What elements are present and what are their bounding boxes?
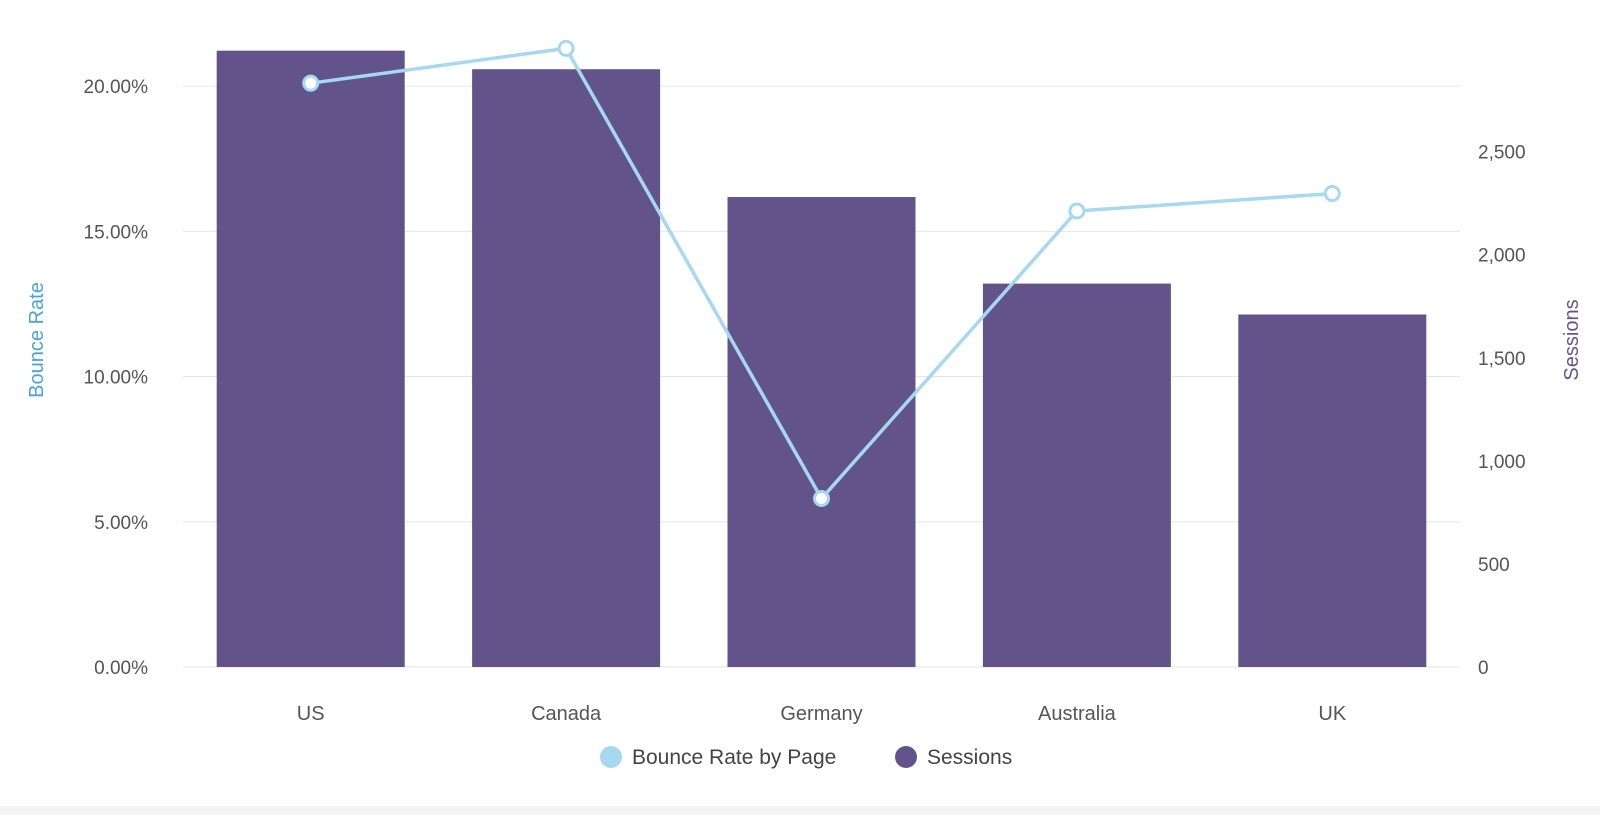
legend-swatch-sessions[interactable]	[895, 746, 917, 768]
category-label-us: US	[297, 703, 325, 725]
bar-australia[interactable]	[982, 283, 1171, 667]
bounce-rate-line	[302, 39, 1341, 508]
bounce-rate-point-uk[interactable]	[1323, 185, 1341, 203]
bar-us[interactable]	[216, 50, 405, 667]
left-tick-label: 20.00%	[84, 77, 149, 98]
left-axis-ticks: 0.00% 5.00% 10.00% 15.00% 20.00%	[84, 77, 149, 679]
left-tick-label: 15.00%	[84, 222, 149, 243]
left-tick-label: 0.00%	[94, 658, 148, 679]
bounce-rate-point-australia[interactable]	[1068, 202, 1086, 220]
legend: Bounce Rate by Page Sessions	[600, 746, 1012, 769]
legend-label-bounce-rate[interactable]: Bounce Rate by Page	[632, 746, 836, 769]
left-axis-title: Bounce Rate	[26, 282, 48, 398]
right-axis-ticks: 0 500 1,000 1,500 2,000 2,500	[1478, 143, 1526, 679]
bar-uk[interactable]	[1238, 314, 1427, 667]
bottom-divider	[0, 806, 1600, 815]
bounce-rate-point-us[interactable]	[302, 74, 320, 92]
right-tick-label: 2,000	[1478, 246, 1526, 267]
category-label-germany: Germany	[780, 703, 862, 725]
right-tick-label: 1,500	[1478, 349, 1526, 370]
legend-swatch-bounce-rate[interactable]	[600, 746, 622, 768]
bar-germany[interactable]	[727, 197, 916, 667]
category-label-australia: Australia	[1038, 703, 1117, 725]
bounce-rate-point-germany[interactable]	[813, 490, 830, 508]
left-tick-label: 5.00%	[94, 513, 148, 534]
right-tick-label: 2,500	[1478, 143, 1526, 164]
category-label-canada: Canada	[531, 703, 602, 725]
category-label-uk: UK	[1318, 703, 1346, 725]
right-tick-label: 500	[1478, 555, 1510, 576]
right-tick-label: 0	[1478, 658, 1489, 679]
bounce-rate-point-canada[interactable]	[557, 39, 575, 57]
x-axis-categories: US Canada Germany Australia UK	[297, 703, 1347, 725]
sessions-bars	[216, 50, 1427, 667]
right-tick-label: 1,000	[1478, 452, 1526, 473]
bar-canada[interactable]	[472, 69, 661, 667]
left-tick-label: 10.00%	[84, 368, 149, 389]
legend-label-sessions[interactable]: Sessions	[927, 746, 1012, 769]
right-axis-title: Sessions	[1561, 299, 1583, 380]
